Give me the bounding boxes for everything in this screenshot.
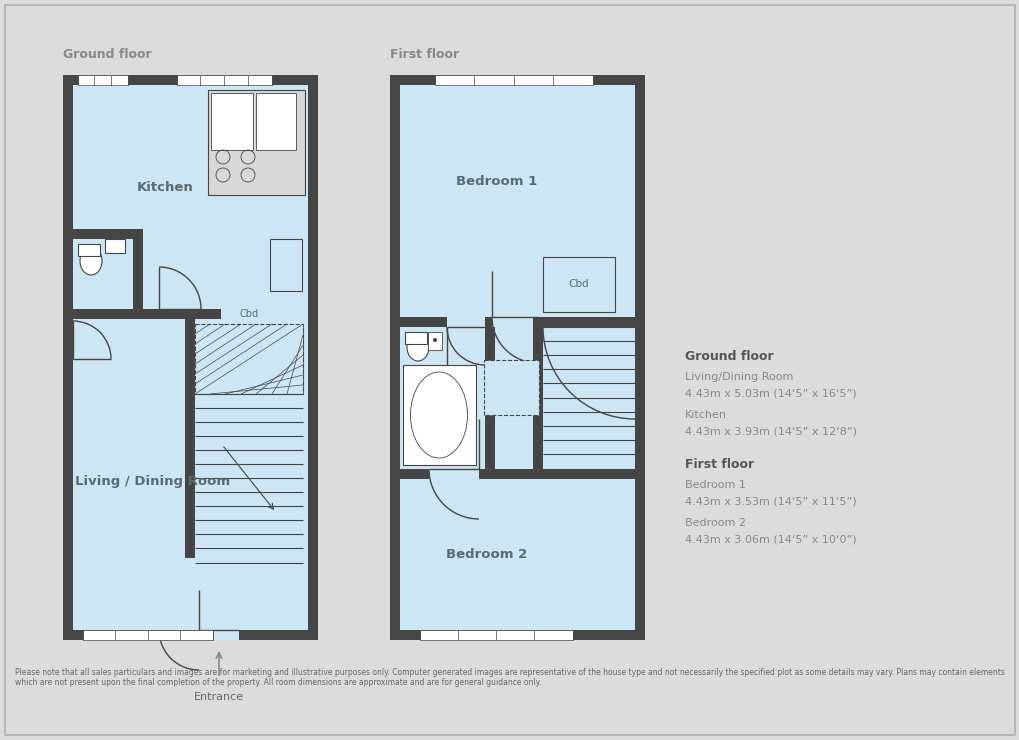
Bar <box>428 332 441 350</box>
Ellipse shape <box>79 247 102 275</box>
Bar <box>77 244 100 256</box>
Bar <box>420 630 573 640</box>
Bar <box>63 630 318 640</box>
Bar <box>238 630 243 640</box>
Text: 4.43m x 5.03m (14‘5” x 16‘5”): 4.43m x 5.03m (14‘5” x 16‘5”) <box>685 388 856 398</box>
Bar <box>211 93 253 150</box>
Bar <box>405 332 427 344</box>
Bar <box>195 630 243 640</box>
Text: Ground floor: Ground floor <box>63 49 152 61</box>
Bar <box>83 630 213 640</box>
Bar <box>429 469 479 479</box>
Bar <box>195 324 303 394</box>
Text: Living/Dining Room: Living/Dining Room <box>685 372 793 382</box>
Bar <box>403 365 476 465</box>
Text: 4.43m x 3.53m (14‘5” x 11‘5”): 4.43m x 3.53m (14‘5” x 11‘5”) <box>685 496 856 506</box>
Text: Bedroom 2: Bedroom 2 <box>685 518 745 528</box>
Text: Kitchen: Kitchen <box>685 410 727 420</box>
Bar <box>533 317 542 479</box>
Bar <box>491 317 537 327</box>
Text: First floor: First floor <box>685 458 753 471</box>
Bar <box>256 93 296 150</box>
Bar <box>132 229 143 319</box>
Bar <box>389 75 399 640</box>
Ellipse shape <box>407 333 429 361</box>
Bar <box>177 75 272 85</box>
Bar <box>484 360 538 415</box>
Bar <box>73 229 143 239</box>
Bar <box>389 630 644 640</box>
Bar <box>484 327 494 479</box>
Text: Bedroom 1: Bedroom 1 <box>685 480 745 490</box>
Bar <box>446 317 484 327</box>
Ellipse shape <box>410 372 467 458</box>
Text: 4.43m x 3.93m (14‘5” x 12‘8”): 4.43m x 3.93m (14‘5” x 12‘8”) <box>685 426 856 436</box>
Text: Entrance: Entrance <box>194 692 244 702</box>
Text: Bedroom 1: Bedroom 1 <box>457 175 537 188</box>
Text: Cbd: Cbd <box>569 279 589 289</box>
Text: Bedroom 2: Bedroom 2 <box>446 548 527 561</box>
Bar <box>195 630 199 640</box>
Text: Kitchen: Kitchen <box>137 181 194 194</box>
Bar <box>389 75 644 85</box>
Bar <box>77 75 127 85</box>
Bar <box>270 239 302 291</box>
Text: Ground floor: Ground floor <box>685 350 772 363</box>
Bar <box>63 75 318 640</box>
Bar <box>308 75 318 640</box>
Bar <box>63 75 318 85</box>
Text: Cbd: Cbd <box>239 309 258 319</box>
Circle shape <box>433 338 436 342</box>
Bar <box>635 75 644 640</box>
Bar <box>434 75 592 85</box>
Bar <box>63 309 221 319</box>
Text: 4.43m x 3.06m (14‘5” x 10‘0”): 4.43m x 3.06m (14‘5” x 10‘0”) <box>685 534 856 544</box>
Bar <box>389 469 644 479</box>
Text: Living / Dining Room: Living / Dining Room <box>74 474 229 488</box>
Bar <box>389 75 644 640</box>
Text: First floor: First floor <box>389 49 459 61</box>
Bar <box>184 309 195 558</box>
Bar <box>542 257 614 312</box>
Bar <box>63 75 73 640</box>
Bar <box>208 90 305 195</box>
Text: Please note that all sales particulars and images are for marketing and illustra: Please note that all sales particulars a… <box>15 668 1004 687</box>
Bar <box>105 239 125 253</box>
Bar <box>389 317 644 327</box>
